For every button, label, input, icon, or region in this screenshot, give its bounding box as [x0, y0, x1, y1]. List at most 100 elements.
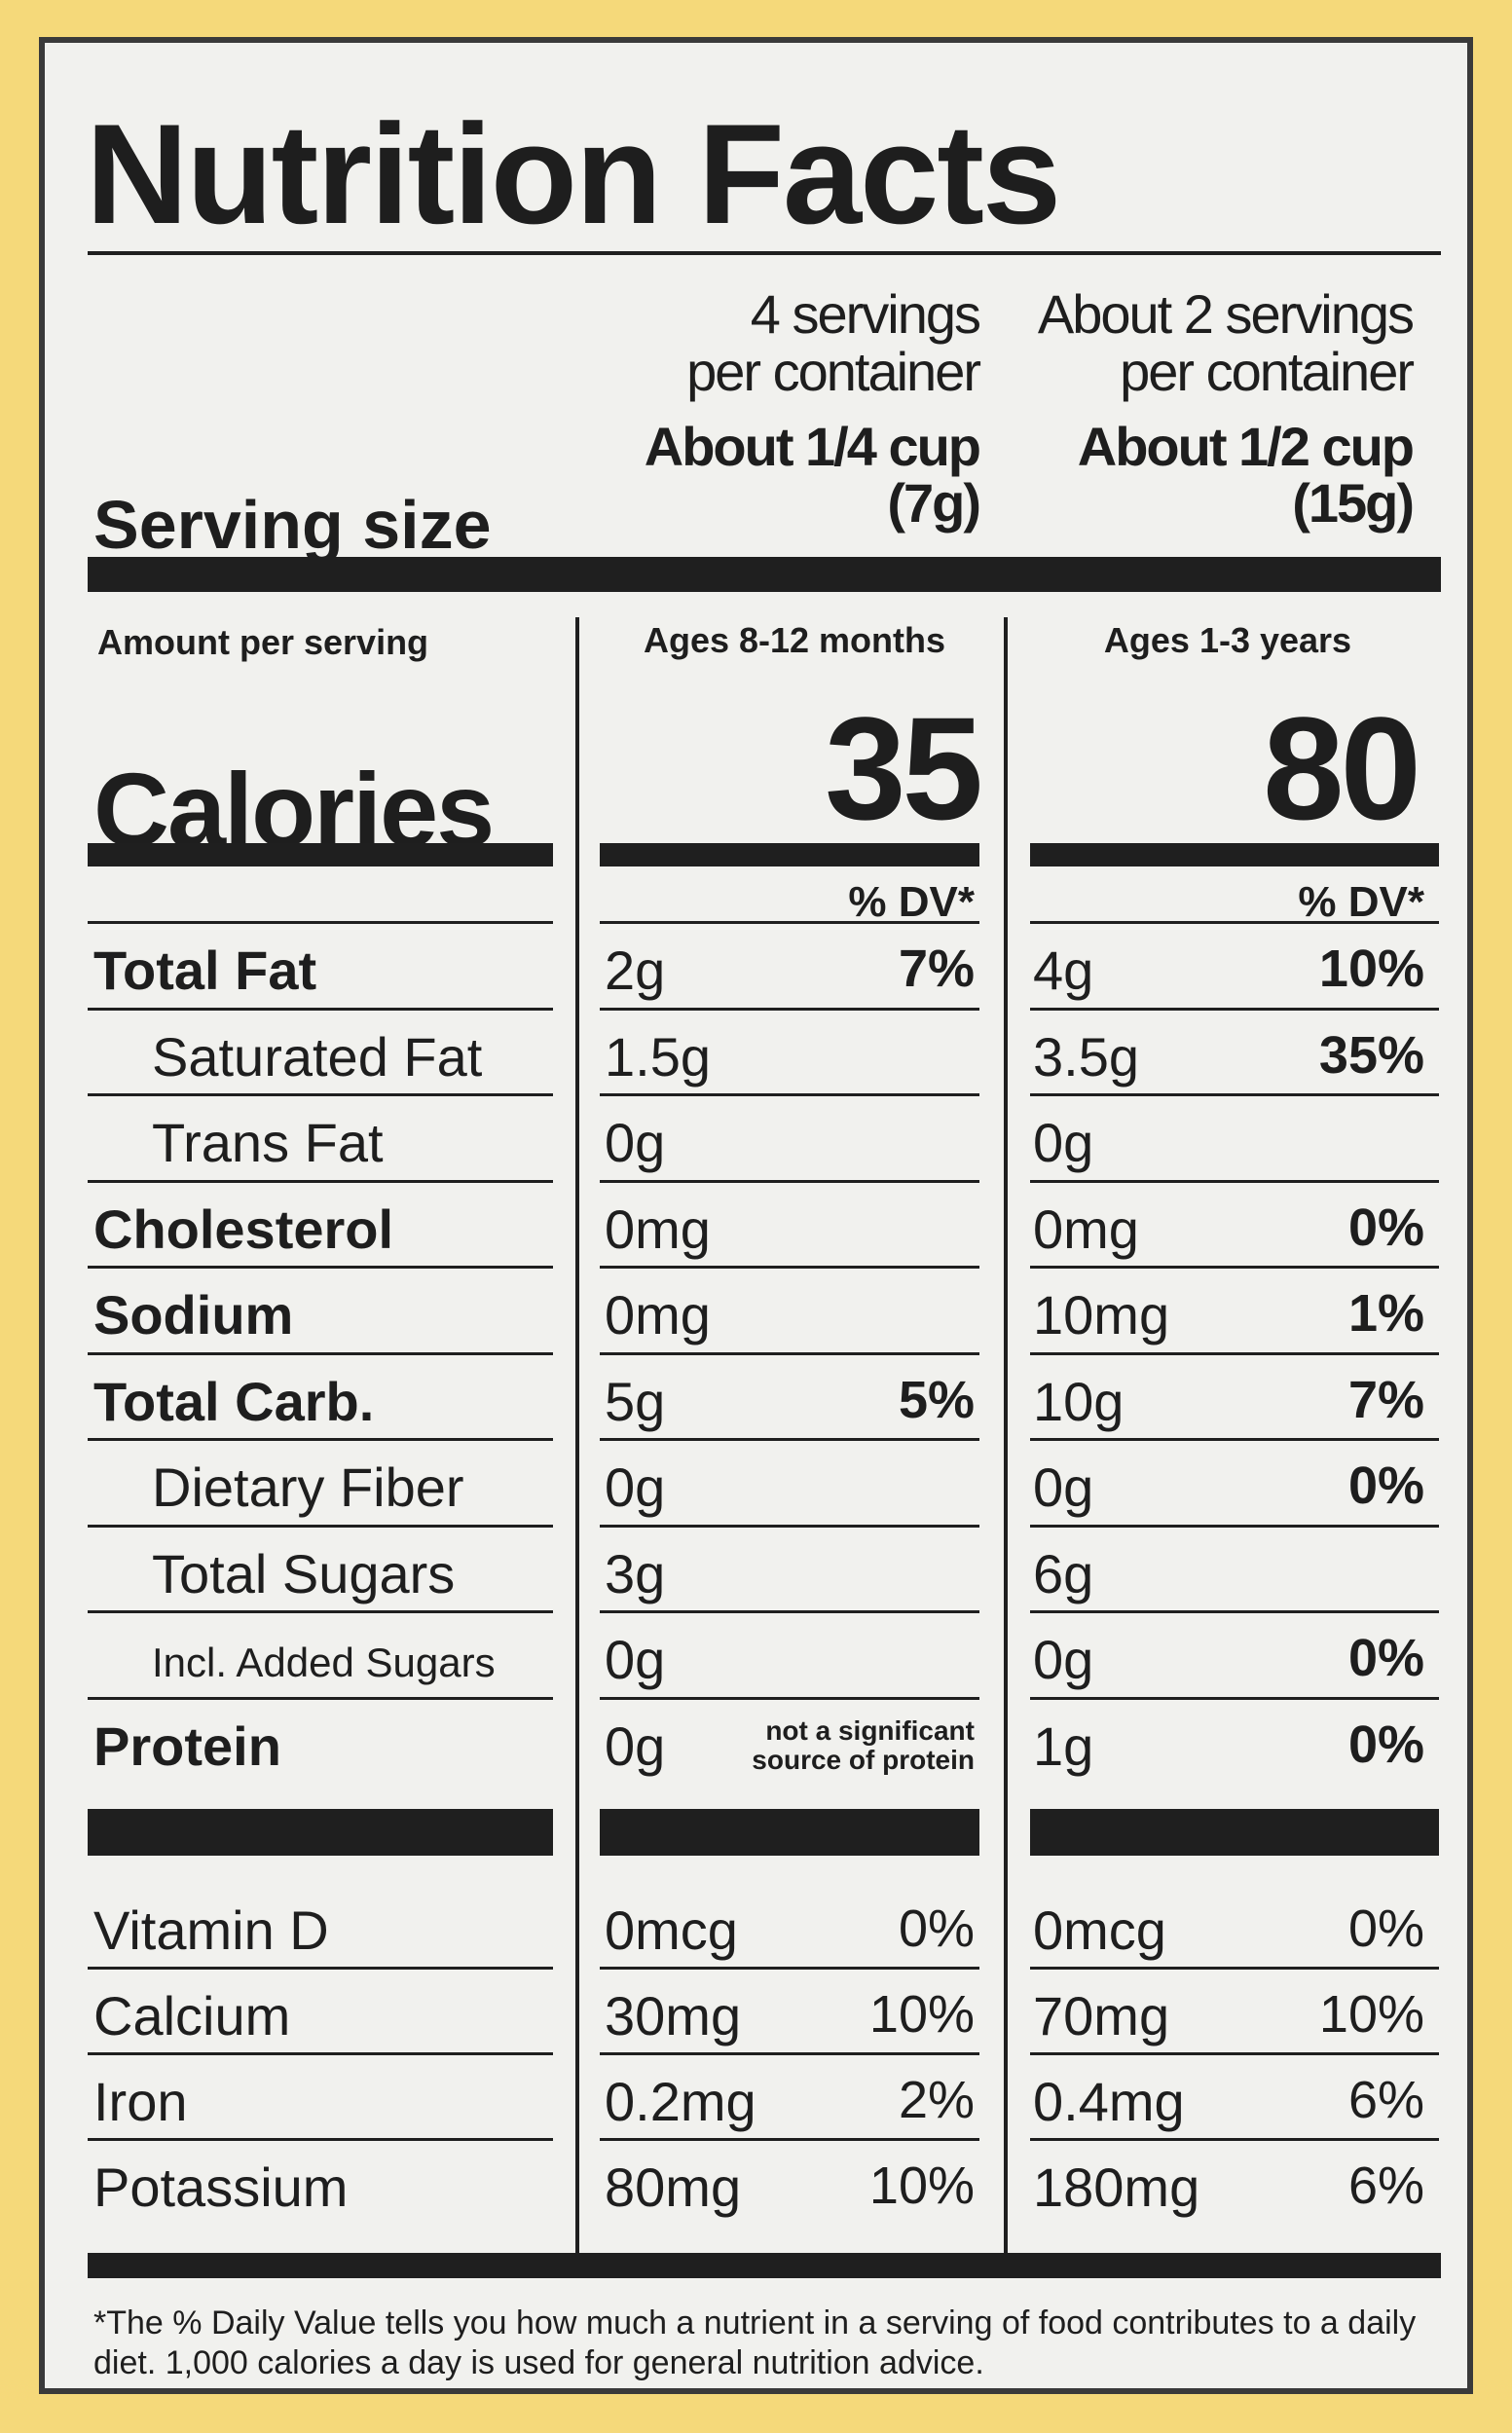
row-divider — [88, 1524, 553, 1528]
amount-per-serving-label: Amount per serving — [97, 622, 429, 662]
row-divider — [1030, 1266, 1439, 1269]
nutrient-amount-col1: 0g — [605, 1112, 666, 1173]
calories-bar-label — [88, 843, 553, 866]
row-divider — [600, 921, 979, 924]
page-title: Nutrition Facts — [86, 94, 1061, 253]
nutrient-dv-col2: 35% — [1318, 1025, 1424, 1085]
servings-per-container-col1-line1: 4 servings — [750, 283, 981, 345]
serving-size-col2-line1: About 1/2 cup — [1077, 415, 1415, 477]
vitamin-bar-col1 — [600, 1809, 979, 1856]
nutrient-label: Total Carb. — [93, 1370, 375, 1432]
row-divider — [1030, 1351, 1439, 1355]
row-divider — [88, 1179, 553, 1183]
serving-size-col2-line2: (15g) — [1292, 472, 1415, 535]
nutrient-amount-col1: 1.5g — [605, 1025, 711, 1087]
row-divider — [88, 1007, 553, 1011]
nutrient-row: Saturated Fat 1.5g 3.5g 35% — [45, 1012, 1467, 1097]
vitamin-row: Vitamin D 0mcg 0% 0mcg 0% — [45, 1885, 1467, 1971]
protein-note-line2: source of protein — [752, 1745, 975, 1776]
servings-per-container-col1-line2: per container — [686, 340, 981, 402]
vitamin-amount-col2: 180mg — [1033, 2157, 1200, 2218]
daily-value-footnote: *The % Daily Value tells you how much a … — [93, 2304, 1417, 2381]
vitamin-row: Iron 0.2mg 2% 0.4mg 6% — [45, 2056, 1467, 2142]
nutrient-dv-col2: 0% — [1347, 1456, 1424, 1515]
nutrient-amount-col2: 0g — [1033, 1629, 1094, 1690]
vitamin-amount-col1: 0.2mg — [605, 2071, 756, 2132]
nutrient-row: Total Fat 2g 7% 4g 10% — [45, 925, 1467, 1011]
vitamin-label: Potassium — [93, 2157, 349, 2218]
row-divider — [88, 921, 553, 924]
nutrient-row: Protein 0g not a significant source of prot… — [45, 1701, 1467, 1787]
serving-size-label: Serving size — [93, 487, 492, 563]
nutrient-row: Total Sugars 3g 6g — [45, 1529, 1467, 1614]
nutrient-amount-col1: 3g — [605, 1542, 666, 1604]
nutrient-label: Protein — [93, 1714, 281, 1777]
nutrient-row: Dietary Fiber 0g 0g 0% — [45, 1442, 1467, 1528]
row-divider — [1030, 1610, 1439, 1613]
nutrient-dv-col2: 0% — [1347, 1629, 1424, 1687]
protein-note-line1: not a significant — [765, 1714, 975, 1746]
vitamin-dv-col2: 6% — [1347, 2071, 1424, 2129]
nutrient-dv-col2: 0% — [1347, 1198, 1424, 1257]
nutrient-amount-col1: 0mg — [605, 1284, 711, 1346]
vitamin-amount-col1: 80mg — [605, 2157, 742, 2218]
nutrient-label: Total Fat — [93, 940, 317, 1001]
thick-bar-bottom — [88, 2253, 1441, 2278]
vitamin-dv-col2: 0% — [1347, 1899, 1424, 1958]
servings-per-container-col2-line2: per container — [1120, 340, 1415, 402]
serving-info-col1: 4 servings per container About 1/4 cup (… — [590, 283, 981, 533]
nutrient-row: Cholesterol 0mg 0mg 0% — [45, 1184, 1467, 1270]
nutrient-amount-col1: 0g — [605, 1629, 666, 1690]
vitamin-amount-col1: 30mg — [605, 1985, 742, 2046]
nutrient-amount-col1: 0g — [605, 1714, 666, 1777]
row-divider — [88, 1610, 553, 1613]
row-divider — [88, 1351, 553, 1355]
calories-bar-col2 — [1030, 843, 1439, 866]
servings-per-container-col2-line1: About 2 servings — [1037, 283, 1415, 345]
row-divider — [1030, 1093, 1439, 1096]
row-divider — [1030, 1967, 1439, 1970]
nutrient-amount-col2: 10mg — [1033, 1284, 1170, 1346]
title-divider — [88, 251, 1441, 255]
nutrient-label: Dietary Fiber — [152, 1456, 464, 1518]
nutrient-dv-col1: 7% — [898, 940, 975, 998]
nutrient-amount-col2: 0mg — [1033, 1198, 1139, 1260]
nutrient-amount-col2: 3.5g — [1033, 1025, 1139, 1087]
nutrient-label: Saturated Fat — [152, 1025, 483, 1087]
vitamin-dv-col2: 10% — [1318, 1985, 1424, 2044]
row-divider — [88, 1967, 553, 1970]
row-divider — [600, 1967, 979, 1970]
dv-header-col2: % DV* — [1298, 878, 1424, 926]
vitamin-label: Calcium — [93, 1985, 291, 2046]
nutrient-amount-col2: 10g — [1033, 1370, 1125, 1432]
vitamin-dv-col1: 0% — [898, 1899, 975, 1958]
nutrition-facts-panel: Nutrition Facts 4 servings per container… — [39, 37, 1473, 2394]
row-divider — [88, 2052, 553, 2055]
row-divider — [600, 1179, 979, 1183]
column-separator-1 — [575, 617, 579, 2272]
row-divider — [1030, 1007, 1439, 1011]
row-divider — [600, 1093, 979, 1096]
nutrient-amount-col2: 0g — [1033, 1112, 1094, 1173]
row-divider — [600, 1007, 979, 1011]
vitamin-dv-col1: 10% — [868, 1985, 975, 2044]
age-col2: Ages 1-3 years — [1103, 620, 1352, 660]
row-divider — [1030, 2138, 1439, 2141]
nutrient-dv-col1: 5% — [898, 1370, 975, 1429]
vitamin-amount-col1: 0mcg — [605, 1899, 738, 1961]
nutrient-label: Incl. Added Sugars — [152, 1640, 496, 1685]
nutrient-label: Trans Fat — [152, 1112, 384, 1173]
row-divider — [600, 1696, 979, 1700]
row-divider — [1030, 1696, 1439, 1700]
dv-header-col1: % DV* — [848, 878, 975, 926]
nutrient-row: Total Carb. 5g 5% 10g 7% — [45, 1356, 1467, 1442]
nutrient-amount-col1: 0mg — [605, 1198, 711, 1260]
row-divider — [600, 1266, 979, 1269]
vitamin-row: Calcium 30mg 10% 70mg 10% — [45, 1971, 1467, 2056]
nutrient-amount-col2: 6g — [1033, 1542, 1094, 1604]
nutrient-amount-col2: 4g — [1033, 940, 1094, 1001]
vitamin-row: Potassium 80mg 10% 180mg 6% — [45, 2142, 1467, 2228]
nutrient-dv-col2: 10% — [1318, 940, 1424, 998]
column-separator-2 — [1004, 617, 1008, 2272]
nutrient-dv-col2: 1% — [1347, 1284, 1424, 1343]
